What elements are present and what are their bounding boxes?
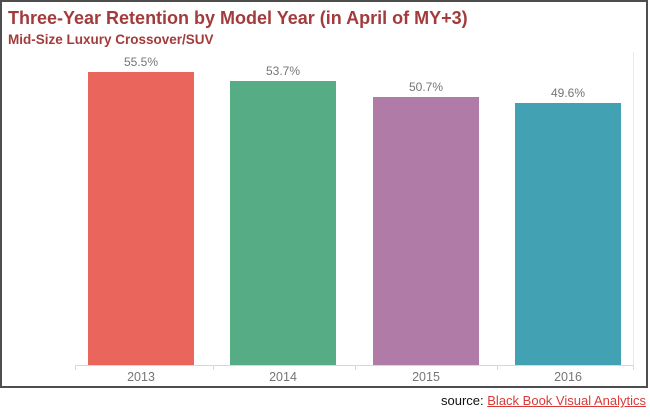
chart-title: Three-Year Retention by Model Year (in A… [8,8,468,28]
source-prefix-label: source: [441,393,488,408]
bar-value-label-2013: 55.5% [123,55,159,69]
x-axis-tick [213,365,214,370]
bar-value-label-2015: 50.7% [408,80,444,94]
bar-value-label-2016: 49.6% [550,86,586,100]
x-axis-label-2016: 2016 [554,370,582,384]
source-row: source: Black Book Visual Analytics [441,393,646,408]
x-axis-label-2015: 2015 [412,370,440,384]
bar-value-label-2014: 53.7% [265,64,301,78]
bar-2013[interactable] [88,72,194,365]
x-axis-label-2014: 2014 [269,370,297,384]
source-link[interactable]: Black Book Visual Analytics [487,393,646,408]
bar-2016[interactable] [515,103,621,365]
x-axis-tick [75,365,76,370]
bar-2015[interactable] [373,97,479,365]
bar-2014[interactable] [230,81,336,365]
x-axis-label-2013: 2013 [127,370,155,384]
plot-right-border [633,52,634,366]
x-axis-line [75,365,634,366]
x-axis-tick [497,365,498,370]
x-axis-tick [355,365,356,370]
x-axis-tick [633,365,634,370]
chart-subtitle: Mid-Size Luxury Crossover/SUV [8,32,214,47]
